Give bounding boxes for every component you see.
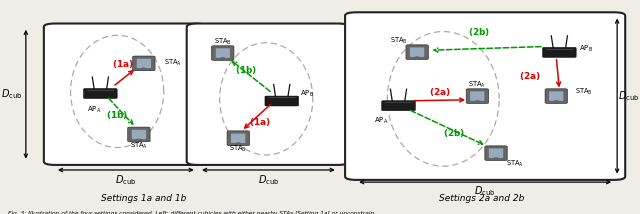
Text: $D_\mathrm{cub}$: $D_\mathrm{cub}$ [618, 89, 639, 103]
Text: $\mathbf{(1a)}$: $\mathbf{(1a)}$ [113, 58, 134, 70]
FancyBboxPatch shape [131, 129, 147, 140]
FancyBboxPatch shape [485, 146, 508, 160]
Text: $D_\mathrm{cub}$: $D_\mathrm{cub}$ [474, 184, 496, 198]
FancyBboxPatch shape [543, 48, 576, 57]
Circle shape [415, 57, 419, 58]
Circle shape [142, 68, 146, 69]
Text: $D_\mathrm{cub}$: $D_\mathrm{cub}$ [258, 173, 279, 187]
Text: $\mathrm{AP_A}$: $\mathrm{AP_A}$ [374, 116, 388, 126]
Text: $D_\mathrm{cub}$: $D_\mathrm{cub}$ [1, 87, 23, 101]
Text: Fig. 3: Illustration of the four settings considered. Left: different cubicles w: Fig. 3: Illustration of the four setting… [8, 211, 380, 214]
FancyBboxPatch shape [265, 96, 298, 106]
Text: $\mathbf{(2a)}$: $\mathbf{(2a)}$ [519, 70, 541, 82]
Text: $D_\mathrm{cub}$: $D_\mathrm{cub}$ [115, 173, 136, 187]
FancyBboxPatch shape [84, 89, 117, 98]
Text: $\mathrm{STA_A}$: $\mathrm{STA_A}$ [130, 141, 148, 151]
Text: $\mathbf{(1a)}$: $\mathbf{(1a)}$ [249, 116, 271, 128]
Text: $\mathrm{STA_A}$: $\mathrm{STA_A}$ [506, 159, 524, 169]
Text: $\mathrm{STA_B}$: $\mathrm{STA_B}$ [390, 36, 408, 46]
FancyBboxPatch shape [488, 148, 504, 158]
FancyBboxPatch shape [227, 131, 250, 146]
Text: $\mathbf{(2a)}$: $\mathbf{(2a)}$ [429, 86, 451, 98]
Circle shape [221, 58, 225, 59]
FancyBboxPatch shape [136, 58, 151, 68]
FancyBboxPatch shape [44, 24, 206, 165]
FancyBboxPatch shape [470, 91, 485, 101]
Circle shape [137, 139, 141, 140]
Circle shape [236, 143, 240, 144]
Text: $\mathbf{(1b)}$: $\mathbf{(1b)}$ [106, 109, 128, 121]
Circle shape [494, 158, 498, 159]
Text: $\mathrm{STA_B}$: $\mathrm{STA_B}$ [214, 37, 232, 47]
Text: $\mathrm{STA_B}$: $\mathrm{STA_B}$ [229, 144, 247, 155]
FancyBboxPatch shape [410, 47, 424, 57]
FancyBboxPatch shape [345, 12, 625, 180]
Text: $\mathbf{(2b)}$: $\mathbf{(2b)}$ [444, 128, 465, 140]
FancyBboxPatch shape [231, 133, 246, 143]
FancyBboxPatch shape [466, 89, 488, 103]
Circle shape [554, 101, 558, 102]
Text: $\mathrm{STA_B}$: $\mathrm{STA_B}$ [575, 87, 593, 97]
Text: $\mathbf{(2b)}$: $\mathbf{(2b)}$ [468, 27, 490, 39]
FancyBboxPatch shape [406, 45, 428, 59]
FancyBboxPatch shape [549, 91, 564, 101]
FancyBboxPatch shape [381, 101, 415, 111]
Text: Settings 1a and 1b: Settings 1a and 1b [101, 193, 186, 202]
Text: $\mathrm{AP_B}$: $\mathrm{AP_B}$ [579, 44, 593, 54]
Text: Settings 2a and 2b: Settings 2a and 2b [439, 193, 524, 202]
Text: $\mathrm{AP_B}$: $\mathrm{AP_B}$ [300, 89, 314, 99]
FancyBboxPatch shape [128, 127, 150, 142]
FancyBboxPatch shape [215, 48, 230, 58]
FancyBboxPatch shape [212, 46, 234, 60]
Text: $\mathbf{(1b)}$: $\mathbf{(1b)}$ [235, 64, 257, 76]
FancyBboxPatch shape [187, 24, 349, 165]
Text: $\mathrm{STA_A}$: $\mathrm{STA_A}$ [468, 80, 486, 90]
FancyBboxPatch shape [132, 56, 155, 71]
Circle shape [476, 101, 479, 102]
Text: $\mathrm{AP_A}$: $\mathrm{AP_A}$ [87, 105, 101, 115]
FancyBboxPatch shape [545, 89, 568, 103]
Text: $\mathrm{STA_A}$: $\mathrm{STA_A}$ [164, 57, 182, 68]
